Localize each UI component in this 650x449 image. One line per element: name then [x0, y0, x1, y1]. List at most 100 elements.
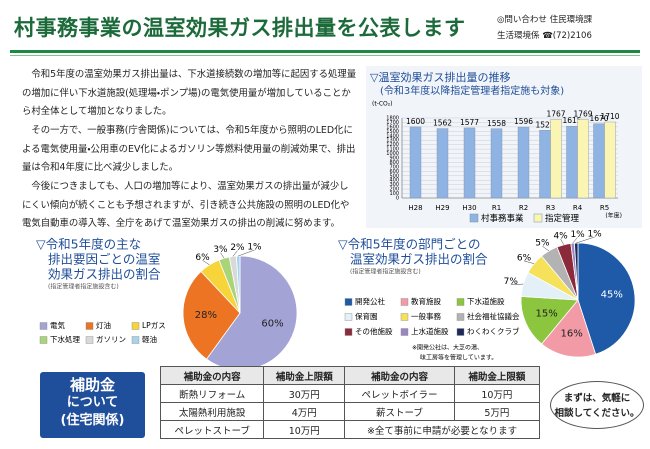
table-cell: 断熱リフォーム: [159, 384, 265, 403]
legend-label: 保育園: [355, 311, 378, 321]
y-tick-label: 1600: [386, 124, 399, 130]
bar: [577, 119, 589, 199]
subsidy-label: 補助金 について (住宅関係): [40, 372, 145, 438]
table-header: 補助金上限額: [263, 366, 346, 385]
y-unit: (t-CO₂): [372, 101, 393, 108]
table-cell: 4万円: [263, 402, 346, 421]
leader-line: [542, 245, 550, 252]
table-row: 太陽熱利用施設 4万円 薪ストーブ 5万円: [159, 402, 541, 421]
y-tick-label: 0: [396, 196, 399, 202]
legend-swatch: [39, 322, 48, 330]
y-tick-label: 200: [389, 187, 399, 193]
subsidy-label-line: について: [66, 395, 119, 410]
data-label: 1767: [546, 109, 565, 118]
data-label: 1558: [487, 119, 506, 128]
chart-note: ※開発公社は、大芝の湯、: [412, 344, 483, 352]
slice-label: 4%: [553, 232, 568, 242]
table-header: 補助金の内容: [344, 366, 455, 385]
bar: [517, 126, 530, 199]
y-tick-label: 1700: [386, 120, 399, 126]
bar: [550, 119, 562, 199]
legend-swatch: [344, 328, 353, 336]
chart-title: 効果ガス排出の割合: [48, 267, 161, 282]
chart-title: ▽令和5年度の部門ごとの: [338, 237, 480, 252]
slice-label: 1%: [570, 230, 585, 240]
legend-label: 村事務事業: [481, 213, 524, 224]
slice-label: 45%: [601, 290, 623, 301]
slice-label: 1%: [587, 230, 602, 240]
slice-label: 5%: [535, 239, 550, 249]
legend-swatch: [131, 336, 140, 344]
y-tick-label: 1800: [386, 116, 399, 122]
legend-swatch: [39, 336, 48, 344]
y-tick-label: 1200: [386, 142, 399, 148]
table-row: ペレットストーブ 10万円 ※全て事前に申請が必要となります: [159, 420, 540, 439]
bar: [566, 126, 578, 199]
leader-line: [576, 236, 595, 244]
slice-label: 60%: [261, 319, 283, 330]
chart-title: 温室効果ガス排出の割合: [350, 252, 488, 267]
chart-title: ▽温室効果ガス排出量の推移: [370, 70, 510, 84]
advice-bubble: まずは、気軽に 相談してください。: [550, 381, 644, 429]
slice-label: 6%: [195, 253, 210, 263]
legend-swatch: [85, 336, 94, 344]
pie-slice: [182, 270, 241, 360]
chart-title: 排出要因ごとの温室: [48, 252, 160, 267]
title-rule: [10, 55, 640, 56]
slice-label: 7%: [504, 277, 519, 287]
bar: [604, 121, 616, 199]
y-tick-label: 1300: [386, 138, 399, 144]
y-tick-label: 1400: [386, 133, 399, 139]
legend-label: 下水道施設: [467, 296, 505, 306]
legend-label: わくわくクラブ: [467, 326, 520, 336]
y-tick-label: 1100: [386, 147, 399, 153]
legend-swatch: [469, 213, 479, 223]
legend-swatch: [344, 313, 353, 321]
bar: [463, 127, 476, 199]
table-header-row: 補助金の内容 補助金上限額 補助金の内容 補助金上限額: [159, 366, 541, 385]
legend-label: 開発公社: [355, 296, 385, 306]
legend-label: 社会福祉協議会: [467, 311, 520, 321]
legend-swatch: [344, 298, 353, 306]
table-cell: 5万円: [453, 402, 541, 421]
leader-line: [232, 250, 238, 257]
chart-subtitle: (指定管理者指定施設含む): [350, 268, 421, 276]
legend-label: 教育施設: [411, 296, 441, 306]
x-tick-label: H28: [408, 204, 422, 212]
bar: [539, 130, 551, 199]
legend-swatch: [533, 213, 543, 223]
legend-swatch: [456, 298, 465, 306]
data-label: 1562: [433, 119, 452, 128]
bar: [436, 128, 449, 199]
paragraph: 令和5年度の温室効果ガス排出量は、下水道接続数の増加等に起因する処理量の増加に伴…: [22, 69, 357, 117]
leader-line: [560, 238, 565, 245]
data-label: 1596: [514, 117, 533, 126]
subsidy-label-line: (住宅関係): [60, 413, 125, 428]
bar: [490, 128, 503, 199]
legend-swatch: [456, 328, 465, 336]
data-label: 1769: [573, 109, 592, 118]
bar: [593, 123, 605, 199]
x-tick-label: R4: [573, 204, 583, 212]
subsidy-table: 補助金の内容 補助金上限額 補助金の内容 補助金上限額 断熱リフォーム 30万円…: [159, 366, 541, 439]
paragraph: その一方で、一般事務(庁舎関係)については、令和5年度から照明のLED化による電…: [22, 125, 356, 173]
x-tick-label: R2: [519, 204, 528, 212]
paragraph: 今後につきましても、人口の増加等により、温室効果ガスの排出量が減少しにくい傾向が…: [22, 181, 350, 229]
data-label: 1615: [562, 116, 581, 125]
data-label: 1710: [600, 112, 619, 121]
legend-label: 上水道施設: [411, 326, 449, 336]
legend-label: 下水処理: [50, 334, 80, 344]
legend-swatch: [131, 322, 140, 330]
table-header: 補助金上限額: [453, 366, 541, 385]
slice-label: 15%: [535, 309, 557, 320]
legend-swatch: [456, 313, 465, 321]
legend-label: 電気: [50, 320, 65, 330]
legend-label: 一般事務: [411, 311, 441, 321]
legend-label: 灯油: [96, 320, 111, 330]
leader-line: [238, 249, 255, 257]
title-rule: [10, 50, 640, 53]
legend-label: ガソリン: [96, 334, 126, 344]
chart-subtitle: (令和3年度以降指定管理者指定施も対象): [380, 84, 564, 97]
